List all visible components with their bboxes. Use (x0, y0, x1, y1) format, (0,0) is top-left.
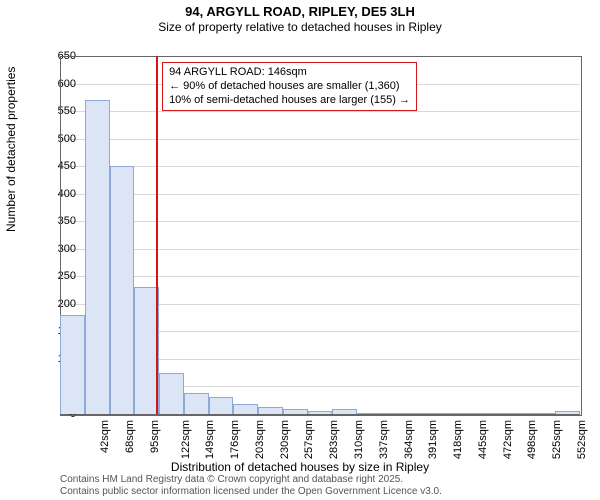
histogram-bar (184, 393, 209, 414)
x-tick-label: 552sqm (576, 420, 588, 459)
annot-line2: ← 90% of detached houses are smaller (1,… (169, 80, 410, 94)
histogram-bar (382, 413, 407, 414)
footnote: Contains HM Land Registry data © Crown c… (60, 474, 442, 498)
x-tick-label: 364sqm (403, 420, 415, 459)
footnote-line1: Contains HM Land Registry data © Crown c… (60, 474, 442, 486)
histogram-bar (283, 409, 308, 415)
x-tick-label: 525sqm (551, 420, 563, 459)
x-tick-label: 310sqm (353, 420, 365, 459)
x-axis-label: Distribution of detached houses by size … (0, 460, 600, 474)
histogram-bar (481, 413, 506, 414)
x-tick-label: 337sqm (378, 420, 390, 459)
histogram-bar (85, 100, 110, 414)
x-tick-label: 42sqm (99, 420, 111, 453)
histogram-bar (258, 407, 283, 414)
x-tick-label: 391sqm (427, 420, 439, 459)
x-tick-label: 230sqm (279, 420, 291, 459)
page-title-line2: Size of property relative to detached ho… (0, 20, 600, 35)
page-title-line1: 94, ARGYLL ROAD, RIPLEY, DE5 3LH (0, 4, 600, 20)
footnote-line2: Contains public sector information licen… (60, 486, 442, 498)
histogram-bar (407, 413, 432, 414)
histogram-bar (332, 409, 357, 415)
x-tick-label: 418sqm (452, 420, 464, 459)
gridline (60, 414, 580, 415)
chart-plot-area: 94 ARGYLL ROAD: 146sqm← 90% of detached … (60, 56, 580, 414)
histogram-bar (555, 411, 580, 414)
x-tick-label: 176sqm (229, 420, 241, 459)
histogram-bar (357, 413, 382, 414)
histogram-bar (431, 413, 456, 414)
histogram-bar (60, 315, 85, 414)
x-tick-label: 472sqm (502, 420, 514, 459)
histogram-bar (456, 413, 481, 414)
histogram-bar (506, 413, 531, 414)
x-tick-label: 445sqm (477, 420, 489, 459)
annotation-box: 94 ARGYLL ROAD: 146sqm← 90% of detached … (162, 62, 417, 111)
x-tick-label: 149sqm (205, 420, 217, 459)
x-tick-label: 283sqm (328, 420, 340, 459)
x-tick-label: 122sqm (180, 420, 192, 459)
histogram-bar (233, 404, 258, 414)
x-tick-label: 95sqm (149, 420, 161, 453)
annot-line1: 94 ARGYLL ROAD: 146sqm (169, 66, 410, 80)
y-axis-label: Number of detached properties (4, 67, 18, 232)
histogram-bar (209, 397, 234, 414)
x-tick-label: 203sqm (254, 420, 266, 459)
reference-line (156, 56, 158, 414)
histogram-bar (530, 413, 555, 414)
histogram-bar (110, 166, 135, 414)
x-tick-label: 257sqm (304, 420, 316, 459)
x-tick-label: 498sqm (526, 420, 538, 459)
annot-line3: 10% of semi-detached houses are larger (… (169, 94, 410, 108)
x-tick-label: 68sqm (124, 420, 136, 453)
histogram-bar (308, 411, 333, 414)
histogram-bar (159, 373, 184, 414)
